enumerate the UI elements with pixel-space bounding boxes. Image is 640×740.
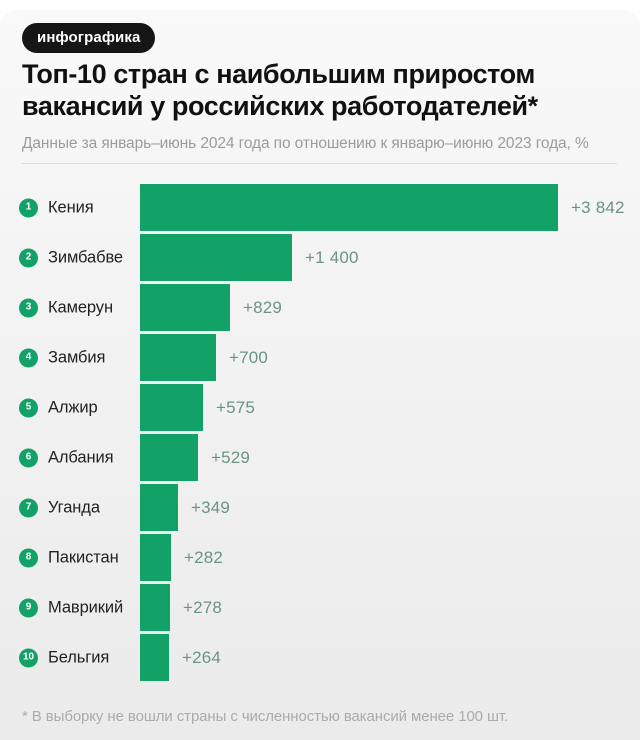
rank-badge: 3 <box>19 298 38 317</box>
value-bar <box>140 484 178 531</box>
rank-badge: 10 <box>19 648 38 667</box>
value-bar <box>140 434 198 481</box>
value-label: +575 <box>216 397 256 417</box>
value-label: +829 <box>243 297 283 317</box>
country-label: Кения <box>48 198 94 216</box>
category-badge: инфографика <box>22 23 156 53</box>
value-label: +349 <box>191 497 231 517</box>
chart-row: 9 Маврикий +278 <box>0 584 640 631</box>
page-title-line-2: вакансий у российских работодателей* <box>22 91 538 121</box>
chart-row: 1 Кения +3 842 <box>0 184 640 231</box>
value-label: +282 <box>184 547 224 567</box>
value-bar <box>140 284 230 331</box>
value-bar <box>140 584 170 631</box>
country-label: Алжир <box>48 398 98 416</box>
value-bar <box>140 234 292 281</box>
value-bar <box>140 384 203 431</box>
country-label: Уганда <box>48 498 100 516</box>
chart-row: 3 Камерун +829 <box>0 284 640 331</box>
value-bar <box>140 534 171 581</box>
value-label: +529 <box>211 447 251 467</box>
value-label: +264 <box>182 647 222 667</box>
chart-row: 8 Пакистан +282 <box>0 534 640 581</box>
rank-badge: 8 <box>19 548 38 567</box>
value-label: +700 <box>229 347 269 367</box>
country-label: Замбия <box>48 348 106 366</box>
chart-row: 4 Замбия +700 <box>0 334 640 381</box>
value-label: +3 842 <box>571 197 625 217</box>
country-label: Албания <box>48 448 114 466</box>
category-badge-label: инфографика <box>37 29 141 46</box>
chart-row: 5 Алжир +575 <box>0 384 640 431</box>
rank-badge: 1 <box>19 198 38 217</box>
rank-badge: 7 <box>19 498 38 517</box>
value-bar <box>140 634 169 681</box>
rank-badge: 2 <box>19 248 38 267</box>
country-label: Зимбабве <box>48 248 123 266</box>
divider <box>22 163 617 164</box>
value-label: +278 <box>183 597 223 617</box>
page-title: Топ-10 стран с наибольшим приростом вака… <box>22 58 620 122</box>
country-label: Камерун <box>48 298 113 316</box>
infographic-card: инфографика Топ-10 стран с наибольшим пр… <box>0 10 640 740</box>
value-label: +1 400 <box>305 247 359 267</box>
chart-row: 10 Бельгия +264 <box>0 634 640 681</box>
rank-badge: 5 <box>19 398 38 417</box>
rank-badge: 9 <box>19 598 38 617</box>
value-bar <box>140 334 216 381</box>
country-label: Маврикий <box>48 598 124 616</box>
subtitle: Данные за январь–июнь 2024 года по отнош… <box>22 135 589 152</box>
rank-badge: 6 <box>19 448 38 467</box>
page-title-line-1: Топ-10 стран с наибольшим приростом <box>22 59 535 89</box>
footnote: * В выборку не вошли страны с численност… <box>22 708 509 725</box>
country-label: Пакистан <box>48 548 119 566</box>
value-bar <box>140 184 558 231</box>
chart-row: 7 Уганда +349 <box>0 484 640 531</box>
chart-row: 6 Албания +529 <box>0 434 640 481</box>
country-label: Бельгия <box>48 648 110 666</box>
chart-row: 2 Зимбабве +1 400 <box>0 234 640 281</box>
bar-chart: 1 Кения +3 842 2 Зимбабве +1 400 3 Камерун +829 4… <box>0 184 640 684</box>
rank-badge: 4 <box>19 348 38 367</box>
